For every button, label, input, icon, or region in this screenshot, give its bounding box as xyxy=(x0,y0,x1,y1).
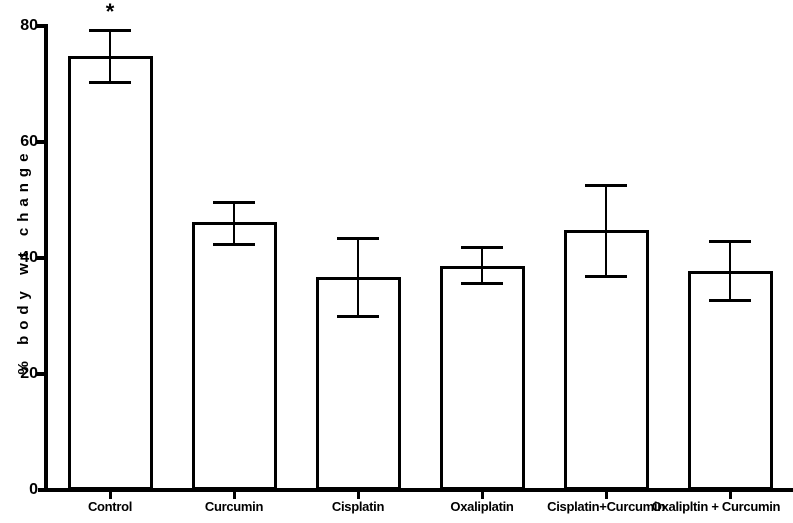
x-category-label: Oxalipltin + Curcumin xyxy=(651,499,781,514)
error-bar-line xyxy=(233,201,235,247)
y-tick-label: 20 xyxy=(20,365,38,382)
bar-curcumin xyxy=(191,222,277,490)
y-tick-mark xyxy=(36,256,44,260)
error-bar-cap-top xyxy=(461,245,503,249)
error-bar-cap-bottom xyxy=(585,274,627,278)
x-tick-mark xyxy=(109,490,112,499)
x-category-label: Cisplatin+Curcumin xyxy=(547,499,665,514)
y-tick-mark xyxy=(36,24,44,28)
x-category-label: Cisplatin xyxy=(331,499,385,514)
error-bar-cap-bottom xyxy=(89,81,131,84)
y-tick-mark xyxy=(36,372,44,376)
y-axis-line xyxy=(44,24,48,490)
error-bar-cap-bottom xyxy=(709,299,751,303)
x-axis-line xyxy=(38,488,793,492)
error-bar-cap-top xyxy=(585,183,627,187)
error-bar-cap-top xyxy=(213,201,255,205)
error-bar-line xyxy=(109,29,111,84)
error-bar-cap-top xyxy=(709,240,751,244)
y-tick-label: 0 xyxy=(29,481,38,498)
x-tick-mark xyxy=(481,490,484,499)
x-category-label: Oxaliplatin xyxy=(450,499,514,514)
error-bar-line xyxy=(605,183,607,278)
bar-control xyxy=(67,56,153,490)
x-tick-mark xyxy=(729,490,732,499)
bar-cisplatin xyxy=(315,277,401,490)
error-bar-cap-bottom xyxy=(337,315,379,319)
error-bar-line xyxy=(481,245,483,286)
y-tick-label: 40 xyxy=(20,249,38,266)
significance-star: * xyxy=(105,0,115,25)
x-tick-mark xyxy=(233,490,236,499)
y-tick-label: 80 xyxy=(20,17,38,34)
x-category-label: Curcumin xyxy=(204,499,264,514)
error-bar-cap-bottom xyxy=(461,282,503,286)
error-bar-line xyxy=(729,240,731,303)
x-category-label: Control xyxy=(87,499,133,514)
error-bar-cap-top xyxy=(89,29,131,33)
y-tick-mark xyxy=(36,140,44,144)
bar-oxaliplatin xyxy=(439,265,525,490)
y-tick-label: 60 xyxy=(20,133,38,150)
x-tick-mark xyxy=(605,490,608,499)
error-bar-cap-top xyxy=(337,236,379,240)
bar-oxalipltin-curcumin xyxy=(687,270,773,490)
x-tick-mark xyxy=(357,490,360,499)
error-bar-line xyxy=(357,236,359,319)
error-bar-cap-bottom xyxy=(213,243,255,247)
